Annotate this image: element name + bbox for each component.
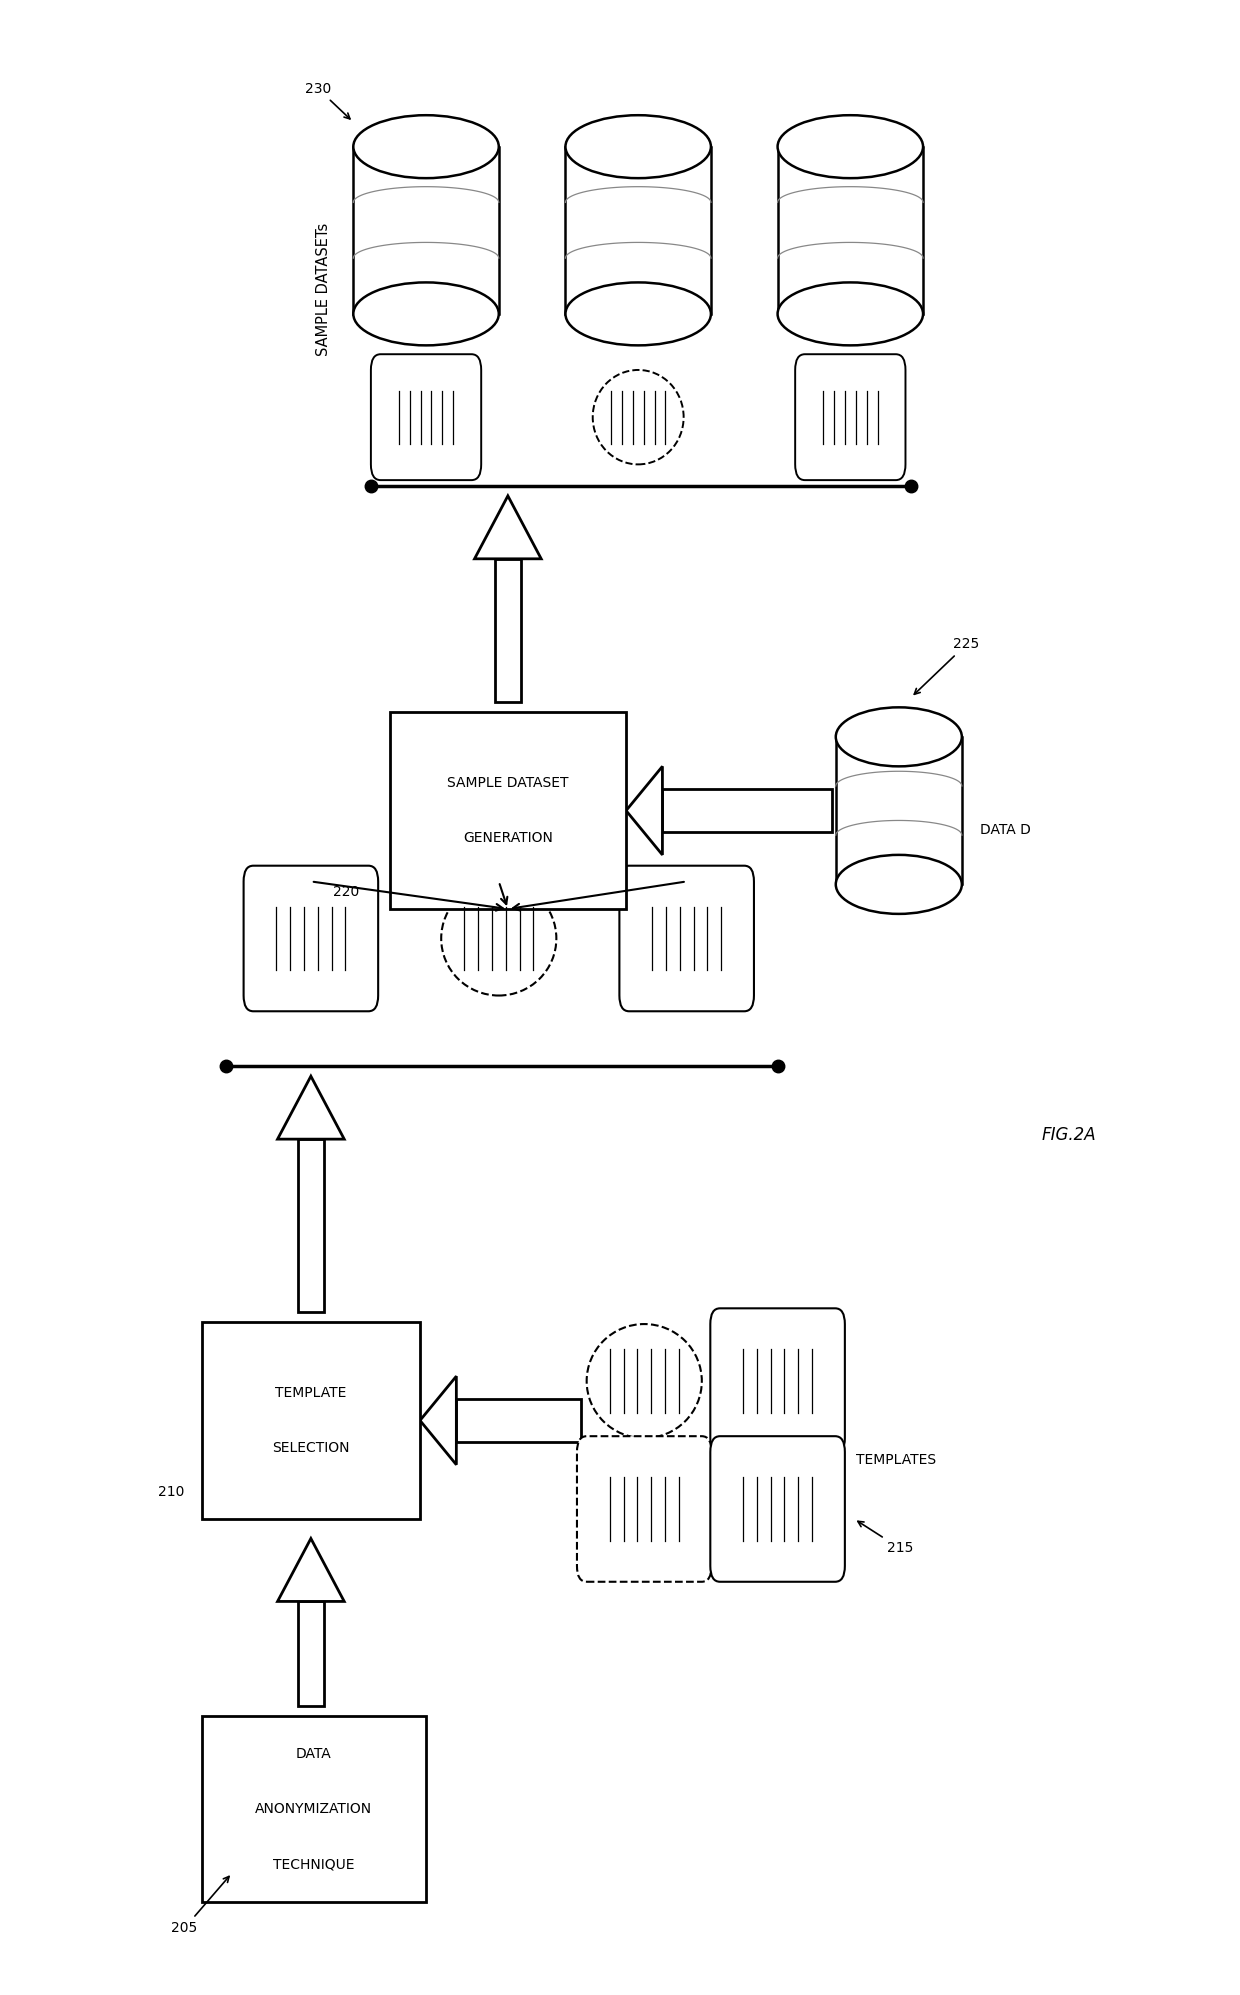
Ellipse shape [777, 283, 923, 345]
Polygon shape [475, 497, 541, 559]
FancyBboxPatch shape [389, 712, 626, 910]
Ellipse shape [836, 708, 962, 766]
Polygon shape [298, 1139, 324, 1313]
FancyBboxPatch shape [577, 1436, 712, 1582]
FancyBboxPatch shape [795, 355, 905, 481]
Ellipse shape [353, 116, 498, 178]
FancyBboxPatch shape [711, 1309, 844, 1454]
FancyBboxPatch shape [711, 1436, 844, 1582]
Ellipse shape [353, 283, 498, 345]
Text: 230: 230 [305, 82, 350, 120]
Polygon shape [456, 1398, 580, 1442]
Text: SAMPLE DATASETs: SAMPLE DATASETs [315, 223, 331, 355]
Text: 205: 205 [171, 1877, 229, 1935]
Ellipse shape [565, 116, 711, 178]
FancyBboxPatch shape [243, 866, 378, 1011]
Ellipse shape [565, 283, 711, 345]
Text: TEMPLATE: TEMPLATE [275, 1387, 346, 1400]
Text: ANONYMIZATION: ANONYMIZATION [255, 1801, 372, 1815]
Text: 220: 220 [334, 886, 360, 900]
Polygon shape [565, 148, 711, 313]
Ellipse shape [593, 369, 683, 465]
FancyBboxPatch shape [202, 1323, 420, 1518]
Ellipse shape [836, 856, 962, 914]
Polygon shape [626, 766, 662, 856]
FancyBboxPatch shape [202, 1716, 427, 1903]
Text: 210: 210 [159, 1484, 185, 1498]
Text: GENERATION: GENERATION [463, 832, 553, 846]
Ellipse shape [441, 882, 557, 996]
Polygon shape [353, 148, 498, 313]
Ellipse shape [587, 1325, 702, 1438]
Polygon shape [662, 788, 832, 832]
Polygon shape [420, 1377, 456, 1464]
FancyBboxPatch shape [620, 866, 754, 1011]
Polygon shape [836, 736, 962, 884]
FancyBboxPatch shape [371, 355, 481, 481]
Text: SAMPLE DATASET: SAMPLE DATASET [448, 776, 569, 790]
Ellipse shape [777, 116, 923, 178]
Text: 225: 225 [914, 636, 980, 694]
Polygon shape [777, 148, 923, 313]
Text: DATA D: DATA D [980, 824, 1030, 838]
Text: DATA: DATA [296, 1748, 332, 1762]
Polygon shape [278, 1075, 345, 1139]
Text: TECHNIQUE: TECHNIQUE [273, 1857, 355, 1871]
Text: TEMPLATES: TEMPLATES [857, 1452, 936, 1466]
Text: 215: 215 [858, 1522, 913, 1556]
Polygon shape [298, 1602, 324, 1706]
Text: FIG.2A: FIG.2A [1042, 1127, 1096, 1145]
Polygon shape [278, 1538, 345, 1602]
Polygon shape [495, 559, 521, 702]
Text: SELECTION: SELECTION [272, 1440, 350, 1454]
